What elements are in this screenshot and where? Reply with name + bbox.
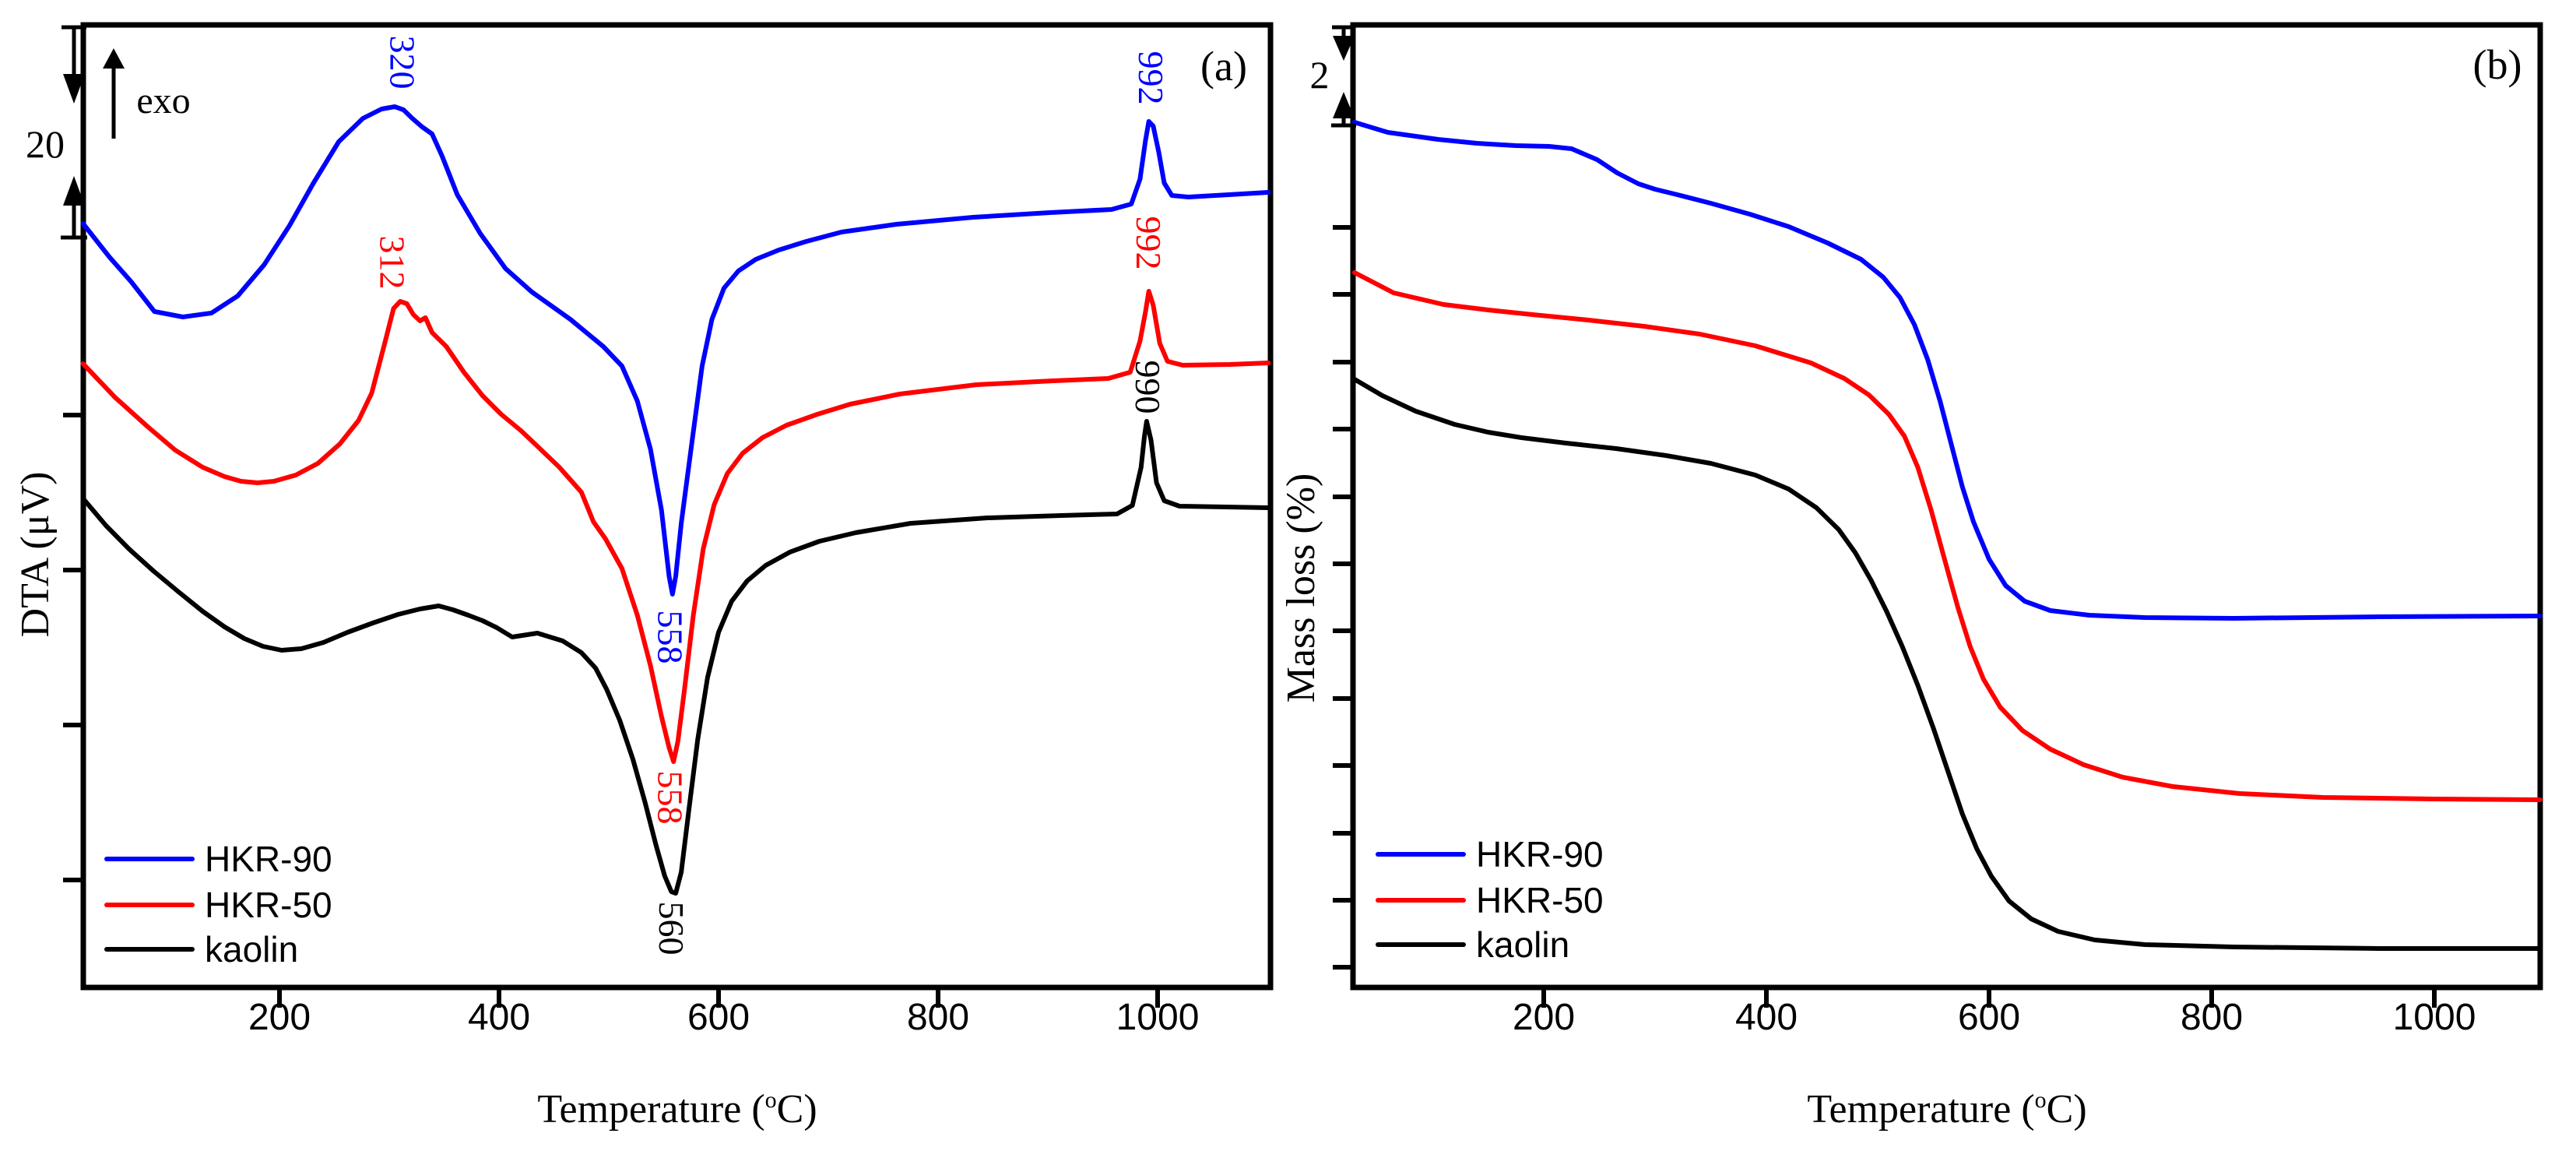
x-tick-label-b: 800 [2181, 997, 2243, 1038]
x-tick-label-a: 200 [248, 997, 311, 1038]
x-tick-label-a: 400 [468, 997, 530, 1038]
legend-label-HKR-90-a: HKR-90 [205, 839, 332, 879]
legend-label-HKR-50-b: HKR-50 [1476, 880, 1604, 920]
peak-annotation-558: 558 [650, 611, 690, 664]
legend-label-HKR-50-a: HKR-50 [205, 885, 332, 925]
scale-bar-value-b: 2 [1309, 53, 1330, 97]
peak-annotation-990: 990 [1128, 361, 1168, 414]
arrow-down-icon [63, 74, 85, 104]
x-axis-title-a: Temperature (oC) [537, 1089, 817, 1130]
peak-annotation-312: 312 [373, 236, 413, 290]
arrow-up-icon [1333, 92, 1355, 118]
x-tick-label-a: 600 [687, 997, 750, 1038]
legend-label-kaolin-a: kaolin [205, 929, 298, 970]
legend-label-kaolin-b: kaolin [1476, 924, 1569, 965]
x-axis-title-a-main: Temperature ( [537, 1087, 765, 1132]
x-tick-label-a: 1000 [1116, 997, 1200, 1038]
peak-annotation-992: 992 [1129, 216, 1169, 270]
curve-HKR-90-a [80, 104, 1271, 597]
panel-a-tag: (a) [1200, 43, 1247, 90]
peak-annotation-992: 992 [1131, 51, 1171, 105]
exo-label: exo [136, 80, 191, 121]
peak-annotation-560: 560 [652, 902, 691, 956]
x-tick-label-b: 400 [1735, 997, 1798, 1038]
peak-annotation-320: 320 [382, 36, 422, 90]
curve-HKR-50-b [1351, 270, 2543, 802]
x-tick-label-b: 1000 [2393, 997, 2476, 1038]
y-axis-title-b: Mass loss (%) [1279, 473, 1323, 703]
exo-arrow-up-icon [103, 48, 125, 69]
x-tick-label-a: 800 [907, 997, 969, 1038]
panel-b-tag: (b) [2472, 41, 2522, 88]
arrow-down-icon [1333, 36, 1355, 61]
curve-HKR-90-b [1351, 120, 2543, 621]
plot-frame-b [1350, 22, 2543, 991]
curve-HKR-50-a [80, 289, 1271, 764]
degree-sup-b: o [2034, 1087, 2047, 1114]
x-axis-title-b: Temperature (oC) [1807, 1089, 2086, 1130]
x-axis-title-b-main: Temperature ( [1807, 1087, 2035, 1132]
curve-kaolin-a [80, 419, 1271, 896]
plot-frame-a [80, 22, 1274, 991]
x-tick-label-b: 600 [1958, 997, 2020, 1038]
legend-label-HKR-90-b: HKR-90 [1476, 834, 1604, 875]
arrow-up-icon [63, 176, 85, 206]
x-tick-label-b: 200 [1513, 997, 1575, 1038]
x-axis-title-b-unit: C) [2046, 1087, 2087, 1132]
scale-bar-value-a: 20 [26, 122, 65, 166]
x-axis-title-a-unit: C) [776, 1087, 817, 1132]
degree-sup-a: o [764, 1087, 777, 1114]
curve-kaolin-b [1351, 377, 2543, 951]
peak-annotation-558: 558 [650, 771, 690, 825]
y-axis-title-a: DTA (μV) [13, 471, 58, 638]
